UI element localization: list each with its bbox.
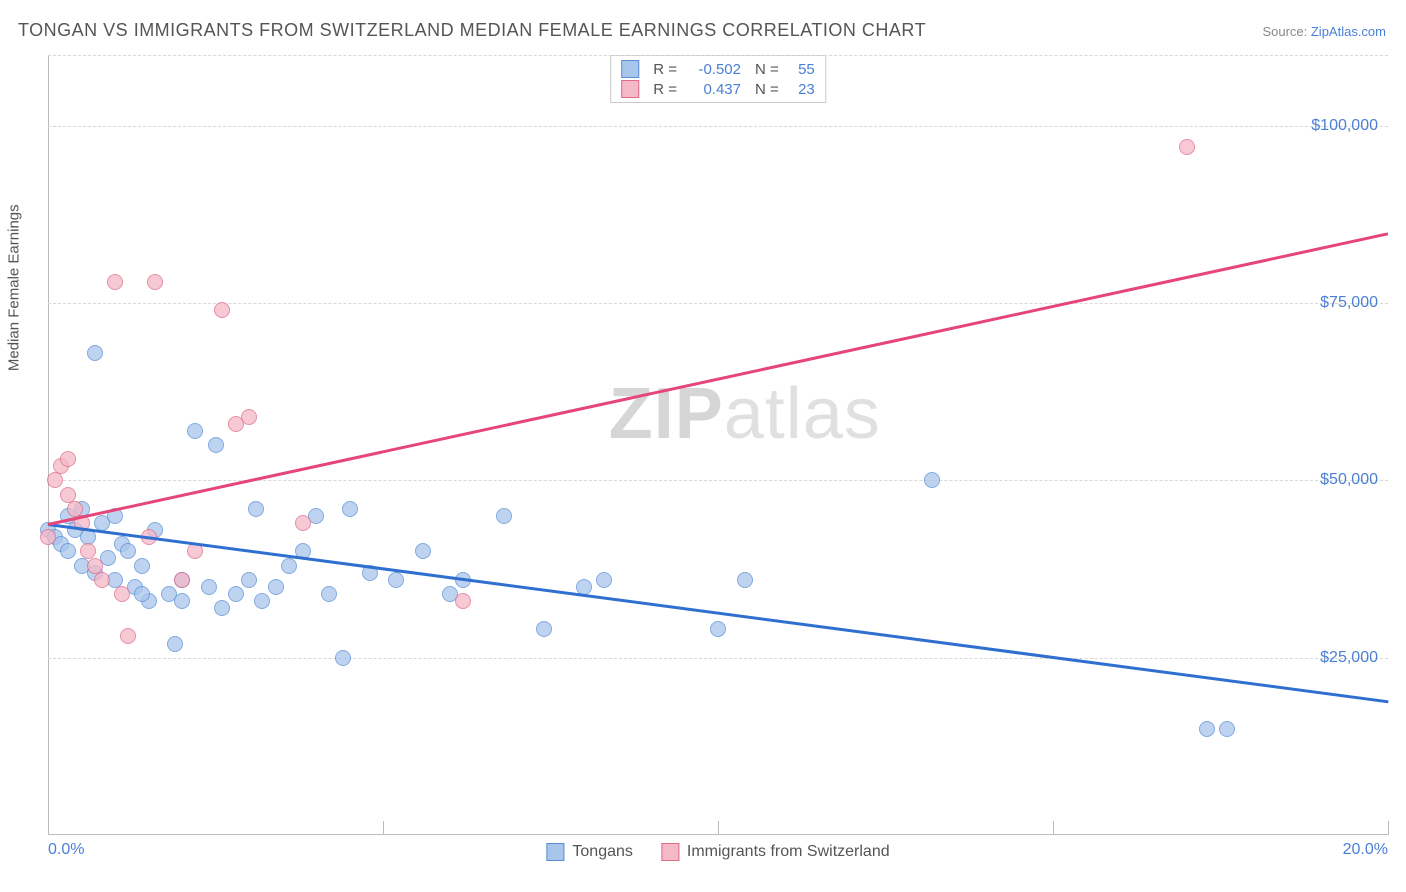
x-tick-label: 0.0% — [48, 841, 84, 859]
data-point — [40, 529, 56, 545]
data-point — [248, 501, 264, 517]
gridline-horizontal — [48, 658, 1388, 659]
data-point — [167, 636, 183, 652]
data-point — [496, 508, 512, 524]
x-tick-label: 20.0% — [1343, 841, 1388, 859]
data-point — [60, 451, 76, 467]
x-tick-line — [1388, 821, 1389, 835]
data-point — [342, 501, 358, 517]
data-point — [241, 572, 257, 588]
legend-swatch — [621, 60, 639, 78]
y-tick-label: $100,000 — [1311, 117, 1378, 135]
data-point — [134, 558, 150, 574]
data-point — [47, 472, 63, 488]
data-point — [924, 472, 940, 488]
series-legend: Tongans Immigrants from Switzerland — [546, 843, 889, 861]
data-point — [388, 572, 404, 588]
data-point — [268, 579, 284, 595]
source-link[interactable]: ZipAtlas.com — [1311, 24, 1386, 39]
legend-item: Immigrants from Switzerland — [661, 843, 890, 861]
n-label: N = — [755, 81, 779, 98]
trend-line — [48, 523, 1388, 703]
legend-row: R = -0.502 N = 55 — [621, 60, 815, 78]
r-label: R = — [653, 81, 677, 98]
data-point — [295, 515, 311, 531]
data-point — [737, 572, 753, 588]
n-value: 55 — [787, 61, 815, 78]
data-point — [107, 274, 123, 290]
data-point — [335, 650, 351, 666]
data-point — [596, 572, 612, 588]
data-point — [254, 593, 270, 609]
gridline-horizontal — [48, 55, 1388, 56]
y-tick-label: $25,000 — [1320, 649, 1378, 667]
x-tick-line — [383, 821, 384, 835]
n-label: N = — [755, 61, 779, 78]
legend-swatch — [621, 80, 639, 98]
data-point — [710, 621, 726, 637]
data-point — [1199, 721, 1215, 737]
source-attribution: Source: ZipAtlas.com — [1262, 24, 1386, 39]
data-point — [60, 543, 76, 559]
r-value: -0.502 — [685, 61, 741, 78]
data-point — [536, 621, 552, 637]
legend-swatch — [661, 843, 679, 861]
legend-item: Tongans — [546, 843, 633, 861]
source-prefix: Source: — [1262, 24, 1310, 39]
data-point — [120, 628, 136, 644]
data-point — [214, 600, 230, 616]
data-point — [120, 543, 136, 559]
r-label: R = — [653, 61, 677, 78]
data-point — [281, 558, 297, 574]
data-point — [174, 593, 190, 609]
chart-container: TONGAN VS IMMIGRANTS FROM SWITZERLAND ME… — [0, 0, 1406, 892]
data-point — [94, 572, 110, 588]
y-tick-label: $75,000 — [1320, 294, 1378, 312]
data-point — [214, 302, 230, 318]
trend-line — [48, 232, 1389, 525]
plot-area: ZIPatlas R =-0.502N =55R =0.437N =23 Ton… — [48, 55, 1388, 835]
data-point — [174, 572, 190, 588]
data-point — [201, 579, 217, 595]
legend-label: Immigrants from Switzerland — [687, 843, 890, 861]
data-point — [187, 423, 203, 439]
data-point — [147, 274, 163, 290]
y-axis-line — [48, 55, 49, 835]
correlation-legend: R = -0.502 N = 55 R = 0.437 N = 23 — [610, 55, 826, 103]
r-value: 0.437 — [685, 81, 741, 98]
legend-swatch — [546, 843, 564, 861]
watermark: ZIPatlas — [609, 373, 881, 455]
gridline-horizontal — [48, 126, 1388, 127]
data-point — [208, 437, 224, 453]
x-tick-line — [718, 821, 719, 835]
legend-label: Tongans — [572, 843, 633, 861]
data-point — [228, 586, 244, 602]
data-point — [321, 586, 337, 602]
data-point — [241, 409, 257, 425]
data-point — [1219, 721, 1235, 737]
data-point — [87, 345, 103, 361]
data-point — [1179, 139, 1195, 155]
legend-row: R = 0.437 N = 23 — [621, 80, 815, 98]
data-point — [134, 586, 150, 602]
x-tick-line — [1053, 821, 1054, 835]
data-point — [114, 586, 130, 602]
y-tick-label: $50,000 — [1320, 471, 1378, 489]
n-value: 23 — [787, 81, 815, 98]
data-point — [455, 593, 471, 609]
chart-title: TONGAN VS IMMIGRANTS FROM SWITZERLAND ME… — [18, 20, 926, 41]
gridline-horizontal — [48, 303, 1388, 304]
y-axis-label: Median Female Earnings — [6, 204, 23, 371]
data-point — [415, 543, 431, 559]
